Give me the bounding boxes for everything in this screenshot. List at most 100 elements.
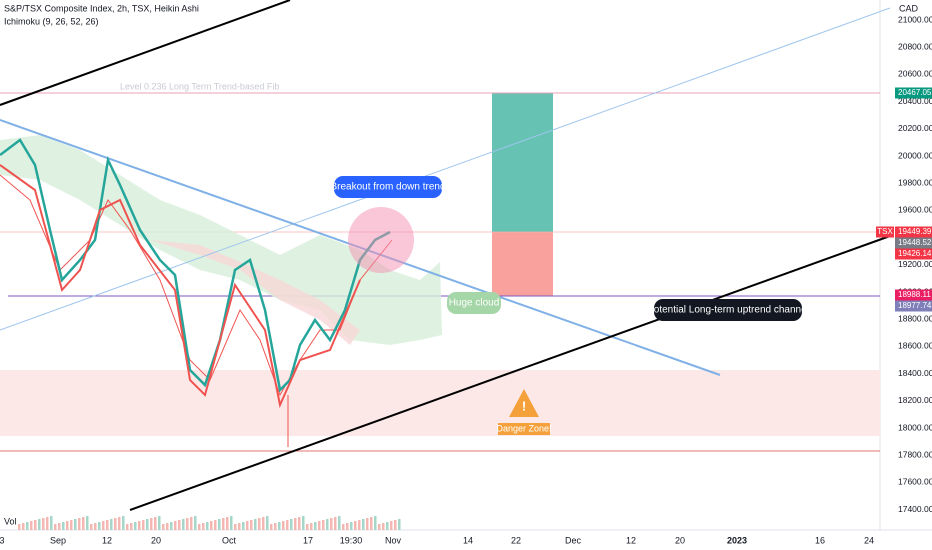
volume-bar bbox=[282, 521, 285, 530]
target-box bbox=[492, 93, 553, 232]
breakout-text: Breakout from down trend bbox=[330, 182, 445, 193]
price-tag bbox=[895, 300, 932, 312]
ichimoku-base-line bbox=[0, 174, 393, 397]
price-tag bbox=[895, 87, 932, 99]
volume-bar bbox=[250, 520, 253, 530]
volume-bar bbox=[394, 520, 397, 530]
volume-bar bbox=[162, 524, 165, 530]
volume-bar bbox=[314, 522, 317, 530]
ichimoku-cloud-green bbox=[0, 135, 442, 345]
volume-bar bbox=[106, 520, 109, 530]
time-label: Sep bbox=[50, 535, 66, 545]
time-label: Dec bbox=[565, 535, 582, 545]
danger-label: Danger Zone! bbox=[496, 423, 551, 433]
volume-bar bbox=[246, 521, 249, 530]
volume-bar bbox=[366, 518, 369, 530]
time-label: Nov bbox=[385, 535, 402, 545]
volume-bar bbox=[310, 523, 313, 530]
price-tag bbox=[895, 289, 932, 301]
time-label: 14 bbox=[463, 535, 473, 545]
price-tag bbox=[895, 248, 932, 260]
volume-bar bbox=[34, 520, 37, 530]
symbol-tag-text: TSX bbox=[877, 227, 893, 236]
volume-bar bbox=[174, 521, 177, 530]
time-label: 22 bbox=[511, 535, 521, 545]
volume-bar bbox=[134, 522, 137, 530]
volume-bar bbox=[262, 517, 265, 530]
volume-bar bbox=[234, 524, 237, 530]
stop-box bbox=[492, 232, 553, 296]
volume-bar bbox=[146, 519, 149, 530]
cloud-callout bbox=[447, 292, 501, 314]
volume-bar bbox=[338, 516, 341, 530]
price-label: 17800.00 bbox=[898, 449, 932, 459]
volume-bar bbox=[258, 518, 261, 530]
volume-bar bbox=[270, 524, 273, 530]
highlight-circle bbox=[348, 207, 414, 273]
price-label: 19600.00 bbox=[898, 205, 932, 215]
volume-bar bbox=[26, 522, 29, 530]
volume-bar bbox=[170, 522, 173, 530]
volume-bar bbox=[390, 521, 393, 530]
volume-bar bbox=[206, 522, 209, 530]
volume-bar bbox=[114, 518, 117, 530]
volume-bar bbox=[86, 516, 89, 530]
time-label: 2023 bbox=[727, 535, 747, 545]
price-label: 21000.00 bbox=[898, 14, 932, 24]
price-tag-text: 18988.11 bbox=[898, 290, 931, 299]
price-label: 17400.00 bbox=[898, 504, 932, 514]
price-label: 18800.00 bbox=[898, 313, 932, 323]
volume-bar bbox=[326, 519, 329, 530]
time-label: 19:30 bbox=[340, 535, 363, 545]
time-label: 17 bbox=[303, 535, 313, 545]
volume-bar bbox=[190, 517, 193, 530]
volume-bar bbox=[142, 520, 145, 530]
volume-bar bbox=[334, 517, 337, 530]
volume-bar bbox=[198, 524, 201, 530]
volume-bar bbox=[130, 523, 133, 530]
upper-channel-line bbox=[0, 0, 291, 106]
time-label: Oct bbox=[222, 535, 237, 545]
price-label: 20600.00 bbox=[898, 69, 932, 79]
volume-bar bbox=[242, 522, 245, 530]
symbol-tag bbox=[876, 226, 894, 238]
volume-bar bbox=[210, 521, 213, 530]
time-label: 20 bbox=[151, 535, 161, 545]
volume-bar bbox=[322, 520, 325, 530]
volume-bar bbox=[54, 524, 57, 530]
price-tag-text: 20467.05 bbox=[898, 88, 932, 97]
volume-bar bbox=[158, 516, 161, 530]
time-label: 3 bbox=[0, 535, 5, 545]
price-label: 20200.00 bbox=[898, 123, 932, 133]
volume-bar bbox=[154, 517, 157, 530]
volume-bar bbox=[70, 520, 73, 530]
volume-bar bbox=[98, 522, 101, 530]
uptrend-channel-line bbox=[129, 235, 891, 511]
volume-bar bbox=[266, 516, 269, 530]
price-label: 19200.00 bbox=[898, 259, 932, 269]
volume-bar bbox=[38, 519, 41, 530]
price-label: 20400.00 bbox=[898, 96, 932, 106]
volume-bar bbox=[202, 523, 205, 530]
volume-bar bbox=[290, 519, 293, 530]
volume-bar bbox=[238, 523, 241, 530]
volume-bar bbox=[182, 519, 185, 530]
volume-bar bbox=[122, 516, 125, 530]
volume-bar bbox=[254, 519, 257, 530]
volume-label: Vol bbox=[4, 516, 17, 526]
volume-bar bbox=[194, 516, 197, 530]
volume-bar bbox=[94, 523, 97, 530]
volume-bar bbox=[178, 520, 181, 530]
volume-bar bbox=[386, 522, 389, 530]
price-label: 18000.00 bbox=[898, 422, 932, 432]
volume-bar bbox=[382, 523, 385, 530]
breakout-callout bbox=[334, 176, 442, 198]
time-label: 20 bbox=[675, 535, 685, 545]
volume-bar bbox=[150, 518, 153, 530]
volume-bar bbox=[50, 516, 53, 530]
volume-bar bbox=[378, 524, 381, 530]
volume-bar bbox=[398, 519, 401, 530]
price-label: 18200.00 bbox=[898, 395, 932, 405]
price-label: 19800.00 bbox=[898, 177, 932, 187]
volume-bar bbox=[330, 518, 333, 530]
